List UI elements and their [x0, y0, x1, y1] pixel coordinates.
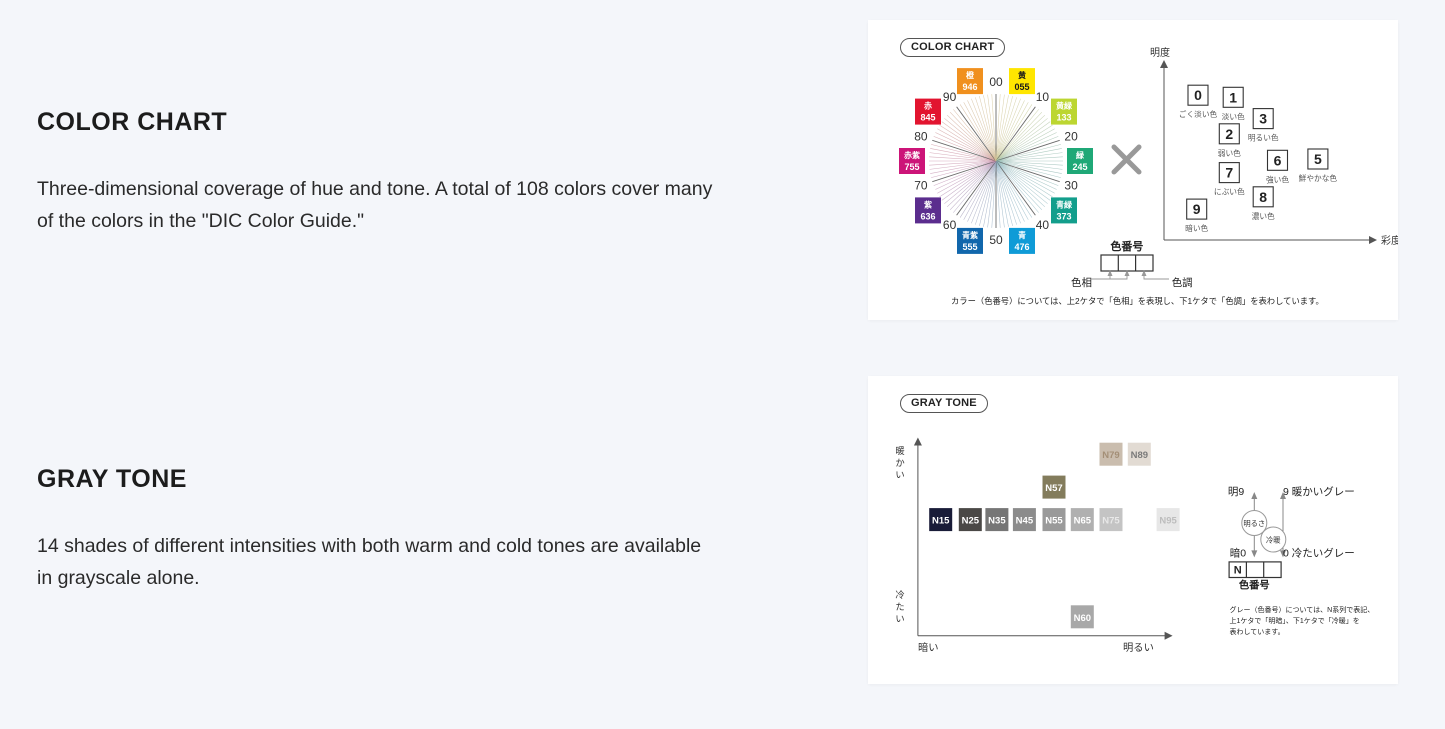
svg-text:表わしています。: 表わしています。 [1230, 627, 1285, 636]
svg-text:橙: 橙 [966, 70, 975, 80]
svg-text:N79: N79 [1102, 450, 1119, 461]
svg-text:い: い [895, 614, 904, 624]
svg-text:淡い色: 淡い色 [1222, 111, 1245, 121]
svg-text:黄: 黄 [1018, 70, 1026, 80]
svg-text:2: 2 [1225, 126, 1233, 142]
svg-text:冷暖: 冷暖 [1266, 536, 1281, 545]
svg-text:赤紫: 赤紫 [904, 150, 920, 160]
svg-text:N89: N89 [1131, 450, 1148, 461]
svg-text:946: 946 [962, 82, 977, 92]
svg-text:弱い色: 弱い色 [1218, 148, 1241, 158]
svg-text:055: 055 [1014, 82, 1029, 92]
svg-text:色相: 色相 [1071, 276, 1092, 289]
svg-text:赤: 赤 [924, 101, 932, 111]
svg-text:明度: 明度 [1150, 46, 1170, 59]
svg-text:90: 90 [943, 90, 957, 104]
svg-text:N15: N15 [932, 516, 950, 527]
svg-text:50: 50 [989, 233, 1003, 247]
svg-text:N95: N95 [1159, 516, 1177, 527]
svg-text:強い色: 強い色 [1266, 174, 1289, 184]
svg-text:緑: 緑 [1076, 150, 1085, 160]
svg-text:3: 3 [1259, 111, 1267, 127]
svg-text:N55: N55 [1045, 516, 1063, 527]
svg-text:か: か [895, 458, 904, 468]
svg-text:9: 9 [1193, 201, 1201, 217]
svg-text:上1ケタで「明暗」、下1ケタで「冷暖」を: 上1ケタで「明暗」、下1ケタで「冷暖」を [1230, 616, 1360, 625]
svg-text:青紫: 青紫 [962, 230, 978, 240]
svg-text:N60: N60 [1074, 613, 1091, 624]
svg-text:N35: N35 [988, 516, 1006, 527]
svg-text:845: 845 [920, 113, 935, 123]
svg-text:い: い [895, 470, 904, 480]
svg-text:冷: 冷 [895, 589, 904, 600]
svg-text:暗い: 暗い [918, 641, 939, 654]
svg-text:色番号: 色番号 [1239, 579, 1270, 592]
svg-text:636: 636 [920, 211, 935, 221]
svg-text:明9: 明9 [1228, 486, 1245, 498]
svg-text:476: 476 [1014, 242, 1029, 252]
svg-text:10: 10 [1036, 90, 1050, 104]
svg-text:9 暖かいグレー: 9 暖かいグレー [1283, 485, 1355, 498]
svg-text:暖: 暖 [895, 445, 904, 456]
svg-text:0: 0 [1194, 87, 1202, 103]
svg-text:N57: N57 [1045, 483, 1062, 494]
svg-text:鮮やかな色: 鮮やかな色 [1299, 173, 1338, 183]
svg-text:にぶい色: にぶい色 [1214, 187, 1245, 197]
svg-text:N25: N25 [962, 516, 980, 527]
svg-text:1: 1 [1229, 89, 1237, 105]
svg-text:グレー（色番号）については、N系列で表記、: グレー（色番号）については、N系列で表記、 [1230, 605, 1375, 614]
svg-text:40: 40 [1036, 218, 1050, 232]
svg-text:暗0: 暗0 [1230, 546, 1246, 559]
svg-text:色調: 色調 [1172, 276, 1193, 289]
svg-text:80: 80 [914, 130, 928, 144]
svg-text:黄緑: 黄緑 [1056, 101, 1073, 111]
svg-text:カラー（色番号）については、上2ケタで「色相」を表現し、下1: カラー（色番号）については、上2ケタで「色相」を表現し、下1ケタで「色調」を表わ… [951, 296, 1324, 306]
svg-text:暗い色: 暗い色 [1185, 223, 1208, 233]
svg-text:濃い色: 濃い色 [1252, 211, 1275, 221]
svg-text:245: 245 [1072, 162, 1087, 172]
svg-text:青緑: 青緑 [1056, 199, 1073, 209]
svg-text:N45: N45 [1016, 516, 1034, 527]
svg-text:彩度: 彩度 [1381, 234, 1398, 247]
svg-text:明るい: 明るい [1123, 642, 1154, 654]
svg-text:た: た [895, 602, 904, 612]
svg-text:373: 373 [1056, 211, 1071, 221]
svg-text:8: 8 [1259, 189, 1267, 205]
svg-text:00: 00 [989, 75, 1003, 89]
svg-text:紫: 紫 [924, 199, 932, 209]
svg-text:60: 60 [943, 218, 957, 232]
svg-text:N: N [1234, 565, 1242, 577]
svg-text:明るい色: 明るい色 [1248, 133, 1279, 143]
svg-text:5: 5 [1314, 151, 1322, 167]
svg-text:755: 755 [904, 162, 919, 172]
svg-text:7: 7 [1225, 165, 1233, 181]
svg-text:N75: N75 [1102, 516, 1120, 527]
svg-text:明るさ: 明るさ [1243, 519, 1265, 528]
svg-text:N65: N65 [1074, 516, 1092, 527]
svg-text:6: 6 [1274, 152, 1282, 168]
svg-text:色番号: 色番号 [1110, 239, 1143, 253]
svg-text:20: 20 [1064, 130, 1078, 144]
svg-text:133: 133 [1056, 113, 1071, 123]
svg-text:555: 555 [962, 242, 977, 252]
svg-text:ごく淡い色: ごく淡い色 [1179, 109, 1218, 119]
svg-text:30: 30 [1064, 178, 1078, 192]
svg-text:青: 青 [1018, 230, 1026, 240]
svg-text:70: 70 [914, 178, 928, 192]
svg-text:0 冷たいグレー: 0 冷たいグレー [1283, 546, 1355, 559]
